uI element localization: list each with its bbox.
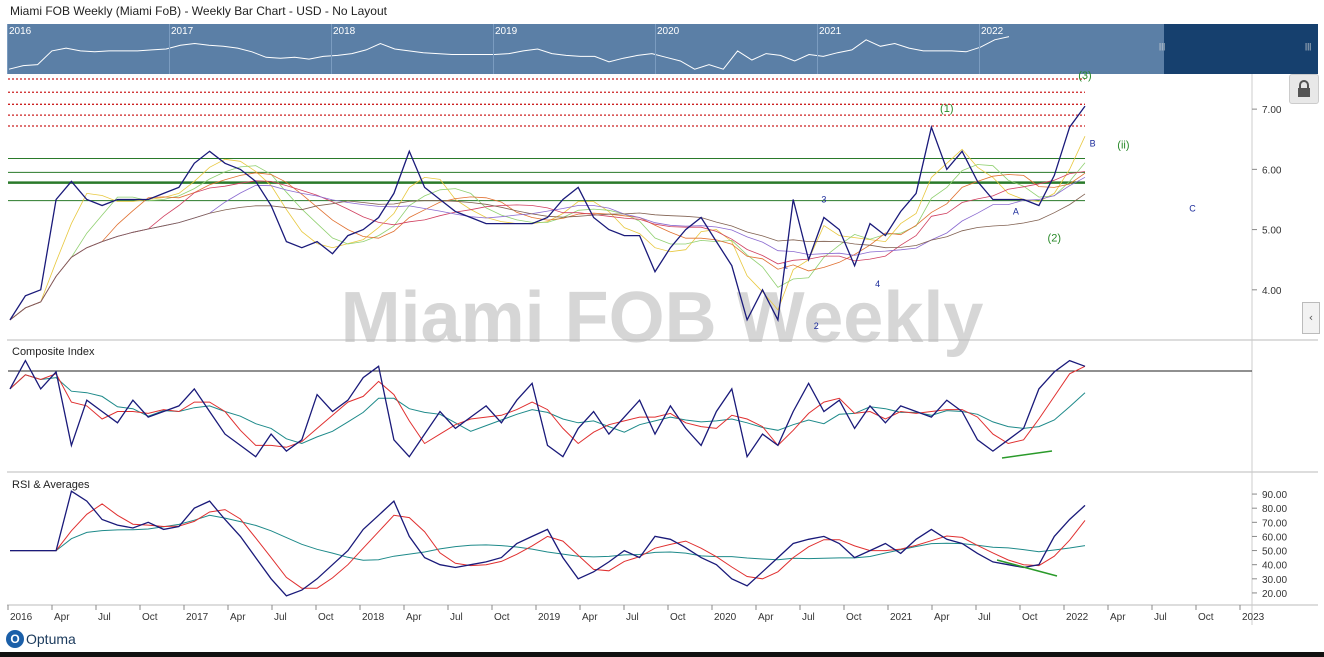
x-tick-label: 2022 [1066, 612, 1089, 623]
navigator-year-separator [331, 24, 332, 74]
ma-yellow [9, 136, 1086, 321]
x-tick-label: Jul [450, 612, 463, 623]
ma-red [9, 171, 1086, 321]
y-tick-label: 7.00 [1262, 105, 1282, 116]
navigator-year-label: 2018 [333, 26, 356, 37]
x-tick-label: Oct [142, 612, 158, 623]
x-tick-label: 2018 [362, 612, 385, 623]
navigator-year-separator [979, 24, 980, 74]
wave-label: A [1013, 207, 1019, 217]
y-tick-label: 30.00 [1262, 575, 1287, 586]
y-tick-label: 90.00 [1262, 490, 1287, 501]
wave-label: (ii) [1117, 139, 1129, 151]
navigator-year-separator [817, 24, 818, 74]
wave-label: B [1090, 138, 1096, 148]
x-tick-label: 2016 [10, 612, 33, 623]
navigator-year-label: 2019 [495, 26, 518, 37]
wave-label: (2) [1048, 233, 1061, 245]
y-tick-label: 60.00 [1262, 532, 1287, 543]
x-tick-label: Jul [802, 612, 815, 623]
x-tick-label: Jul [1154, 612, 1167, 623]
x-tick-label: Apr [54, 612, 70, 623]
navigator-sparkline [8, 36, 1010, 70]
x-tick-label: Jul [978, 612, 991, 623]
chart-title: Miami FOB Weekly (Miami FoB) - Weekly Ba… [10, 4, 387, 18]
x-tick-label: 2021 [890, 612, 913, 623]
lock-icon [1298, 80, 1310, 97]
wave-label: 4 [875, 279, 880, 289]
navigator-year-separator [169, 24, 170, 74]
optuma-logo: O Optuma [6, 630, 76, 648]
logo-text: Optuma [26, 631, 76, 647]
wave-label: 3 [821, 194, 826, 204]
x-tick-label: 2019 [538, 612, 561, 623]
navigator-year-separator [655, 24, 656, 74]
y-tick-label: 70.00 [1262, 518, 1287, 529]
time-navigator[interactable]: 2016 2017 2018 2019 2020 2021 2022 ||| ||| [7, 24, 1318, 74]
navigator-right-handle[interactable]: ||| [1305, 42, 1312, 51]
navigator-year-separator [493, 24, 494, 74]
divergence-line [996, 559, 1058, 577]
composite-series [9, 359, 1086, 459]
x-tick-label: Apr [1110, 612, 1126, 623]
navigator-year-separator [7, 24, 8, 74]
x-tick-label: Oct [1022, 612, 1038, 623]
navigator-year-label: 2020 [657, 26, 680, 37]
y-tick-label: 40.00 [1262, 561, 1287, 572]
x-tick-label: Oct [670, 612, 686, 623]
composite-fast-ma [9, 365, 1086, 448]
ma-brown [9, 193, 1086, 321]
x-tick-label: Apr [582, 612, 598, 623]
divergence-line [1001, 450, 1053, 459]
rsi-series [10, 490, 1086, 597]
x-tick-label: Oct [846, 612, 862, 623]
x-tick-label: Apr [230, 612, 246, 623]
wave-label: (3) [1078, 70, 1091, 82]
navigator-year-label: 2017 [171, 26, 194, 37]
navigator-year-label: 2016 [9, 26, 32, 37]
x-tick-label: 2020 [714, 612, 737, 623]
x-tick-label: Oct [1198, 612, 1214, 623]
x-tick-label: Apr [934, 612, 950, 623]
x-tick-label: 2017 [186, 612, 209, 623]
logo-mark: O [6, 630, 24, 648]
y-tick-label: 6.00 [1262, 165, 1282, 176]
x-tick-label: Apr [406, 612, 422, 623]
wave-label: 1 [783, 261, 788, 271]
chevron-left-icon: ‹ [1308, 311, 1314, 324]
x-tick-label: 2023 [1242, 612, 1265, 623]
navigator-selected-range[interactable] [1164, 24, 1318, 74]
wave-label: 2 [814, 321, 819, 331]
watermark: Miami FOB Weekly [341, 278, 984, 358]
rsi-panel-label: RSI & Averages [12, 479, 90, 491]
composite-panel-label: Composite Index [12, 346, 95, 358]
x-tick-label: Jul [274, 612, 287, 623]
y-tick-label: 5.00 [1262, 226, 1282, 237]
lock-button[interactable] [1289, 74, 1319, 104]
navigator-year-label: 2021 [819, 26, 842, 37]
y-tick-label: 4.00 [1262, 286, 1282, 297]
y-tick-label: 20.00 [1262, 589, 1287, 600]
y-tick-label: 80.00 [1262, 504, 1287, 515]
rsi-slow-ma [10, 514, 1086, 561]
x-tick-label: Apr [758, 612, 774, 623]
navigator-left-handle[interactable]: ||| [1159, 42, 1166, 51]
wave-label: C [1189, 204, 1196, 214]
ma-green [9, 162, 1086, 321]
rsi-fast-ma [10, 503, 1086, 589]
x-tick-label: Jul [98, 612, 111, 623]
wave-label: (1) [940, 103, 953, 115]
collapse-panel-button[interactable]: ‹ [1302, 302, 1320, 334]
x-tick-label: Oct [494, 612, 510, 623]
x-tick-label: Jul [626, 612, 639, 623]
x-tick-label: Oct [318, 612, 334, 623]
price-series [9, 105, 1086, 323]
y-tick-label: 50.00 [1262, 547, 1287, 558]
bottom-bar [0, 652, 1324, 657]
navigator-year-label: 2022 [981, 26, 1004, 37]
ma-orange [9, 172, 1086, 321]
navigator-line [8, 36, 1010, 70]
